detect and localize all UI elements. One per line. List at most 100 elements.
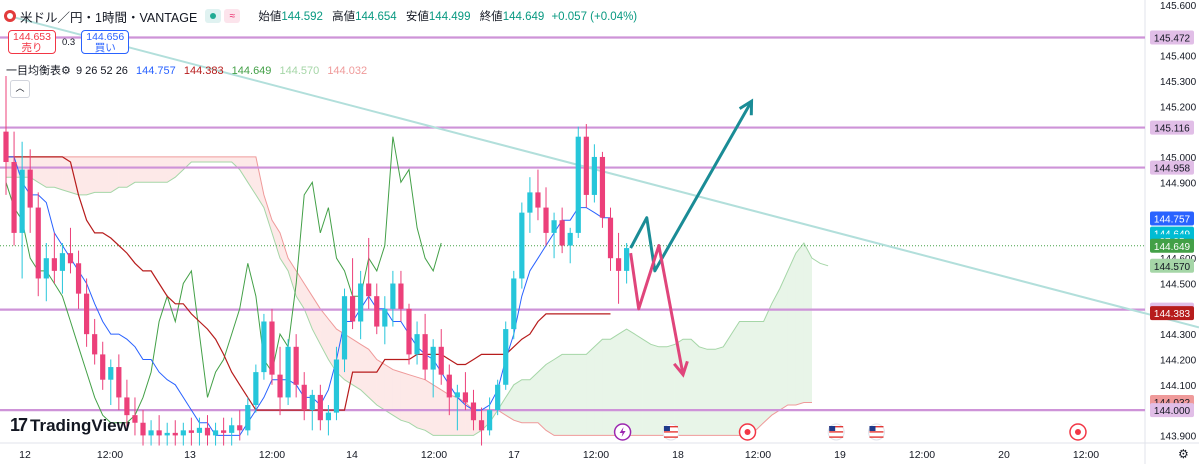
price-label-text: 144.000: [1154, 406, 1191, 417]
candle-body: [495, 384, 501, 411]
candle-body: [535, 192, 541, 208]
candle-body: [325, 412, 331, 421]
price-label-text: 144.958: [1154, 164, 1191, 175]
candle-body: [172, 432, 178, 436]
cloud-segment: [199, 156, 208, 163]
delay-icon: ≈: [224, 9, 241, 23]
bullish-scenario-arrow: [629, 100, 753, 273]
flag-canton: [829, 426, 836, 431]
price-tick-label: 145.400: [1160, 52, 1197, 63]
candle-body: [599, 156, 606, 218]
candle: [438, 329, 444, 385]
time-tick-label: 12:00: [583, 449, 609, 461]
buy-button[interactable]: 144.656 買い: [81, 30, 130, 54]
candle: [140, 410, 146, 446]
candle: [462, 372, 469, 411]
settings-icon[interactable]: ⚙: [61, 65, 71, 77]
symbol-title[interactable]: 米ドル／円・1時間・VANTAGE: [20, 10, 198, 25]
ohlc-values: 始値144.592 高値144.654 安値144.499 終値144.649 …: [252, 8, 637, 24]
candle: [366, 237, 372, 309]
candle-body: [124, 397, 130, 416]
cloud-segment: [715, 346, 724, 436]
candle-body: [75, 263, 82, 294]
candle-body: [229, 425, 235, 433]
cloud-segment: [513, 379, 522, 423]
cloud-segment: [449, 394, 458, 436]
cloud-segment: [763, 303, 772, 423]
candle: [382, 296, 388, 345]
candle-body: [3, 131, 9, 163]
cloud-segment: [54, 156, 63, 190]
cloud-segment: [739, 321, 748, 436]
candle: [495, 379, 501, 416]
cloud-segment: [255, 156, 264, 208]
tradingview-wordmark: TradingView: [30, 415, 130, 435]
axis-settings-icon[interactable]: ⚙: [1178, 447, 1189, 461]
candle-body: [551, 220, 557, 233]
cloud-segment: [417, 377, 426, 431]
bearish-arrow-head: [673, 360, 689, 378]
candle: [551, 212, 557, 259]
cloud-segment: [368, 349, 377, 406]
candle-body: [269, 321, 275, 375]
cloud-segment: [771, 288, 780, 416]
candle: [43, 243, 49, 302]
price-tick-label: 144.500: [1160, 280, 1197, 291]
cloud-segment: [521, 379, 530, 423]
candle: [503, 321, 509, 390]
time-tick-label: 12: [19, 449, 31, 461]
candle-body: [84, 293, 90, 335]
cloud-segment: [441, 389, 450, 436]
candle: [583, 124, 589, 208]
candle: [325, 405, 331, 436]
cloud-segment: [570, 354, 579, 436]
candle-body: [454, 392, 460, 398]
price-axis-label: 144.757: [1150, 211, 1194, 226]
change-value: +0.057 (+0.04%): [551, 11, 638, 23]
indicator-legend[interactable]: 一目均衡表⚙ 9 26 52 26 144.757 144.383 144.64…: [6, 62, 372, 78]
price-axis-label: 144.958: [1150, 160, 1194, 175]
cloud-segment: [691, 339, 700, 436]
flag-stripe: [869, 436, 884, 438]
cloud-segment: [795, 243, 804, 406]
cloud-segment: [271, 220, 281, 259]
cloud-segment: [546, 359, 555, 436]
cloud-segment: [159, 156, 168, 183]
cloud-segment: [578, 354, 587, 436]
time-tick-label: 12:00: [97, 449, 123, 461]
cloud-segment: [288, 258, 297, 297]
candle-body: [301, 384, 307, 411]
candle-body: [470, 402, 477, 421]
candle: [180, 422, 186, 446]
cloud-segment: [231, 156, 240, 170]
sell-button[interactable]: 144.653 売り: [8, 30, 56, 54]
price-label-bg: [1150, 403, 1194, 418]
candle-body: [398, 283, 404, 309]
cloud-segment: [191, 156, 200, 163]
candle: [414, 321, 420, 365]
indicator-params: 9 26 52 26: [75, 65, 128, 77]
candle-body: [196, 427, 203, 433]
cloud-segment: [86, 156, 95, 195]
cloud-segment: [352, 339, 361, 390]
candle-body: [503, 329, 509, 385]
lightning-bolt: [619, 427, 626, 437]
candle: [204, 415, 211, 446]
candle-body: [148, 430, 154, 436]
candle-body: [511, 278, 517, 330]
candle: [478, 407, 485, 446]
flag-stripe: [663, 428, 678, 430]
candle: [301, 372, 307, 421]
high-value: 144.654: [355, 11, 397, 23]
time-tick-label: 12:00: [421, 449, 447, 461]
candle: [333, 346, 340, 421]
candle: [237, 410, 243, 441]
indicator-value-chikou: 144.649: [231, 65, 272, 77]
price-tick-label: 143.900: [1160, 431, 1197, 442]
candle-body: [422, 334, 428, 370]
cloud-segment: [400, 372, 409, 423]
collapse-legend-button[interactable]: ︿: [10, 80, 30, 98]
candle-body: [349, 296, 356, 322]
candle: [59, 243, 66, 294]
